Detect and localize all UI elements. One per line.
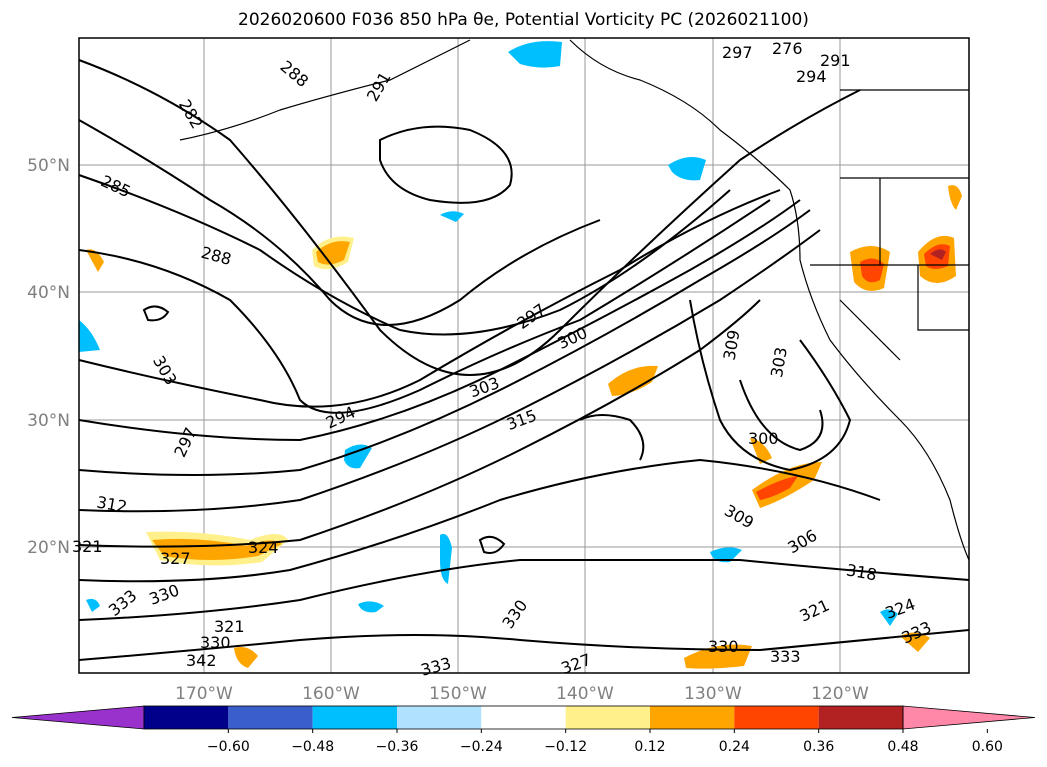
contour-label: 324: [248, 538, 279, 557]
pv-negative-blob: [79, 320, 100, 352]
pv-negative-blob: [358, 601, 384, 613]
contour-line: [78, 558, 970, 621]
map-title: 2026020600 F036 850 hPa θe, Potential Vo…: [238, 10, 809, 30]
coastline: [917, 265, 969, 331]
colorbar-segment: [565, 706, 650, 729]
contour-line: [689, 299, 852, 472]
pv-positive-blob: [750, 438, 772, 464]
contour-label: 294: [796, 67, 827, 86]
pv-shading: [79, 41, 962, 669]
lat-label: 30°N: [27, 411, 70, 431]
colorbar-segment: [734, 706, 819, 729]
pv-positive-blob: [900, 632, 930, 652]
pv-negative-blob: [440, 533, 452, 584]
colorbar-tick-label: 0.36: [803, 739, 834, 755]
colorbar-tick-label: 0.48: [887, 739, 918, 755]
contour-line: [78, 174, 731, 336]
colorbar-segment: [312, 706, 397, 729]
pv-positive-blob: [316, 241, 350, 265]
contour-label: 291: [820, 51, 851, 70]
pv-negative-blob: [86, 598, 100, 612]
coastline: [839, 299, 901, 361]
colorbar-tick-label: −0.24: [460, 739, 503, 755]
contour-line: [142, 305, 170, 322]
contour-line: [478, 535, 506, 554]
lon-label: 140°W: [556, 684, 614, 704]
colorbar-tick-label: −0.36: [376, 739, 419, 755]
colorbar-segment: [144, 706, 229, 729]
colorbar-tick-label: −0.60: [207, 739, 250, 755]
pv-positive-blob: [948, 185, 962, 210]
contour-label: 330: [200, 633, 231, 652]
pv-negative-blob: [668, 156, 706, 181]
map-background: [79, 38, 969, 673]
pv-negative-blob: [508, 41, 562, 68]
contour-label: 327: [160, 549, 191, 568]
colorbar-tick-label: −0.12: [544, 739, 587, 755]
colorbar-extend-max: [902, 705, 1036, 730]
colorbar-segment: [481, 706, 566, 729]
pv-positive-blob: [860, 258, 884, 283]
contour-line: [78, 59, 861, 376]
contour-line: [379, 125, 513, 204]
pv-positive-blob: [930, 249, 946, 260]
map-frame: [78, 37, 970, 674]
lat-label: 50°N: [27, 156, 70, 176]
colorbar-segment: [397, 706, 482, 729]
lon-label: 150°W: [429, 684, 487, 704]
pv-negative-blob: [880, 609, 898, 626]
contour-line: [579, 414, 645, 461]
pv-negative-blob: [710, 547, 742, 563]
contour-label: 330: [708, 637, 739, 656]
pv-negative-blob: [344, 444, 372, 469]
coastlines: [179, 39, 970, 561]
contour-label: 321: [72, 537, 103, 556]
colorbar-segment: [650, 706, 735, 729]
contour-line: [78, 629, 970, 661]
colorbar: −0.60 −0.48 −0.36 −0.24 −0.12 0.12 0.24 0.36 0.4…: [11, 705, 1036, 755]
contour-label: 276: [772, 39, 803, 58]
colorbar-segment: [228, 706, 313, 729]
pv-positive-blob: [234, 647, 258, 668]
lon-label: 160°W: [302, 684, 360, 704]
pv-positive-blob: [756, 476, 798, 500]
contour-label: 297: [722, 43, 753, 62]
contour-line: [78, 199, 771, 414]
contour-line: [78, 229, 821, 513]
colorbar-tick-label: 0.60: [972, 739, 1003, 755]
contour-line: [78, 189, 781, 408]
pv-negative-blob: [440, 211, 464, 222]
contour-labels: 288 291 282 285 288 297 300 303 294 315 …: [72, 39, 934, 680]
lat-label: 20°N: [27, 538, 70, 558]
lon-label: 130°W: [684, 684, 742, 704]
pv-positive-blob: [152, 538, 282, 560]
contour-label: 321: [214, 617, 245, 636]
colorbar-tick-label: 0.24: [719, 739, 750, 755]
contour-label: 300: [748, 429, 779, 448]
contour-line: [78, 458, 881, 583]
contour-line: [78, 209, 811, 476]
contour-label: 342: [186, 651, 217, 670]
colorbar-extend-min: [11, 705, 145, 730]
pv-positive-blob: [608, 365, 658, 396]
coastline: [569, 39, 970, 561]
lon-label: 170°W: [175, 684, 233, 704]
lat-label: 40°N: [27, 283, 70, 303]
coastline: [179, 39, 471, 141]
contour-label: 333: [770, 647, 801, 666]
lon-label: 120°W: [811, 684, 869, 704]
contour-line: [78, 119, 601, 326]
contour-line: [739, 379, 824, 452]
pv-positive-blob: [86, 249, 104, 272]
colorbar-segment: [818, 706, 903, 729]
theta-e-contours: [78, 59, 970, 661]
colorbar-tick-label: −0.48: [291, 739, 334, 755]
colorbar-outline: [143, 705, 904, 730]
contour-line: [78, 199, 801, 442]
colorbar-tick-label: 0.12: [634, 739, 665, 755]
